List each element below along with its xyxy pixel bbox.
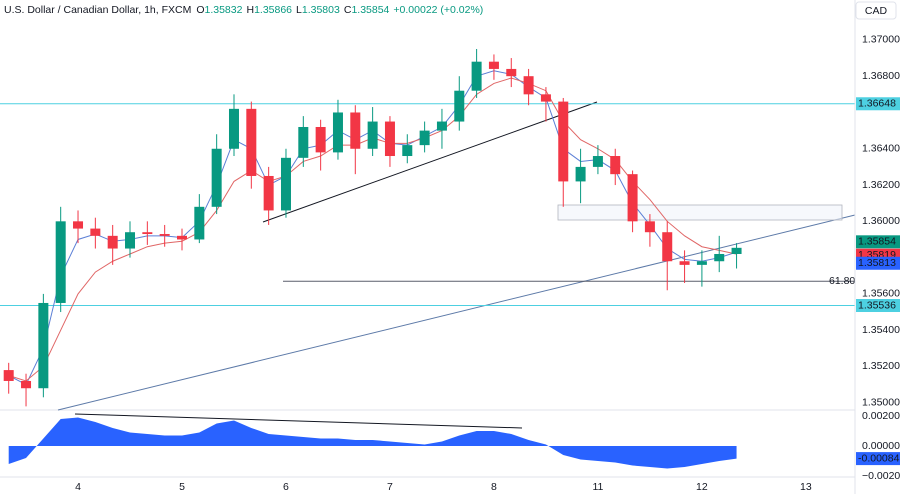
candle-body [73, 221, 84, 229]
y-tick-label: 1.37000 [862, 34, 900, 46]
y-tick-label: 1.35400 [862, 324, 900, 336]
candle-body [228, 108, 239, 149]
candle-body [540, 94, 551, 102]
header-text: +0.00022 (+0.02%) [393, 4, 483, 16]
candle-body [246, 108, 257, 176]
candle-body [38, 302, 49, 389]
header-text: 1.35832 [205, 4, 243, 16]
trend-line [57, 214, 856, 411]
candle-body [125, 232, 136, 249]
x-tick-label: 4 [75, 481, 81, 493]
header-text: O [196, 4, 204, 16]
candle-body [419, 130, 430, 146]
candle-body [159, 234, 170, 236]
x-tick-label: 13 [800, 481, 812, 493]
plot: 4 5 6 7 8 11 12 13 61.80 [0, 48, 855, 493]
price-badge-label: 1.35854 [858, 236, 896, 248]
candle-body [21, 380, 32, 389]
price-badge-label: 1.35536 [858, 299, 896, 311]
y2-tick-label: 0.00200 [862, 410, 900, 422]
candle-body [55, 221, 66, 303]
x-tick-label: 11 [592, 481, 603, 493]
candle-body [280, 157, 291, 211]
candle-body [90, 228, 101, 236]
candle-body [350, 112, 361, 149]
header-text: 1.35866 [254, 4, 292, 16]
candle-body [211, 148, 222, 207]
candle-body [384, 121, 395, 157]
header-text: C [344, 4, 352, 16]
candle-body [402, 145, 413, 157]
candle-body [558, 101, 569, 182]
currency-box [855, 1, 897, 20]
y-tick-label: 1.36800 [862, 70, 900, 82]
candle-body [506, 68, 517, 77]
x-tick-label: 7 [387, 481, 393, 493]
candle-body [592, 156, 603, 167]
price-badge [856, 235, 900, 249]
trend-line [74, 413, 523, 429]
y-tick-label: 1.36400 [862, 143, 900, 155]
x-tick-label: 12 [696, 481, 708, 493]
candle-body [107, 235, 118, 249]
candle-body [488, 61, 499, 69]
candle-body [263, 175, 274, 211]
header-text: 1.35854 [351, 4, 389, 16]
candle-body [436, 121, 447, 131]
oscillator-badge-label: -0.00084 [858, 452, 900, 464]
candle-body [575, 166, 586, 182]
chart-header: U.S. Dollar / Canadian Dollar, 1h, FXCM O… [4, 4, 483, 16]
header-text: 1.35803 [302, 4, 340, 16]
candle-body [454, 90, 465, 122]
y-tick-label: 1.36200 [862, 179, 900, 191]
header-text: U.S. Dollar / Canadian Dollar, 1h, FXCM [4, 4, 191, 16]
candle-body [696, 261, 707, 265]
candle-body [679, 261, 690, 265]
price-badge [856, 97, 900, 111]
candle-body [194, 206, 205, 240]
y2-tick-label: 0.00000 [862, 440, 900, 452]
x-tick-label: 6 [283, 481, 289, 493]
trend-line [262, 101, 598, 223]
candle-body [714, 253, 725, 262]
price-badge [856, 299, 900, 313]
header-text: L [296, 4, 302, 16]
candle-body [177, 235, 187, 240]
price-axis: 1.37000 1.36800 1.36400 1.36200 1.36000 1.356… [854, 0, 900, 494]
x-tick-label: 8 [491, 481, 497, 493]
candle-body [471, 61, 482, 91]
x-tick-label: 5 [179, 481, 185, 493]
y-tick-label: 1.35600 [862, 288, 900, 300]
candle-body [610, 156, 621, 175]
y2-tick-label: −0.00200 [862, 470, 900, 482]
price-badge-label: 1.35819 [858, 249, 896, 261]
candle-body [731, 247, 742, 254]
price-badge-label: 1.36648 [858, 98, 896, 110]
price-badge [856, 256, 900, 270]
candle-body [367, 121, 378, 149]
candle-body [3, 370, 14, 381]
candle-body [644, 221, 655, 233]
oscillator-area [8, 417, 737, 469]
y-tick-label: 1.36000 [862, 215, 900, 227]
oscillator-badge [856, 452, 900, 466]
candle-body [315, 126, 326, 153]
candle-body [523, 76, 534, 95]
candle-body [662, 232, 673, 262]
y-tick-label: 1.35200 [862, 360, 900, 372]
candle-body [298, 126, 309, 158]
y-tick-label: 1.35000 [862, 397, 900, 409]
candle-body [142, 232, 153, 235]
header-text: H [246, 4, 254, 16]
price-badge-label: 1.35813 [858, 257, 896, 269]
candle-body [332, 112, 343, 153]
candle-body [627, 174, 638, 222]
fib-label: 61.80 [829, 275, 855, 287]
zone-rectangle [557, 204, 843, 221]
currency: CAD [865, 5, 888, 17]
